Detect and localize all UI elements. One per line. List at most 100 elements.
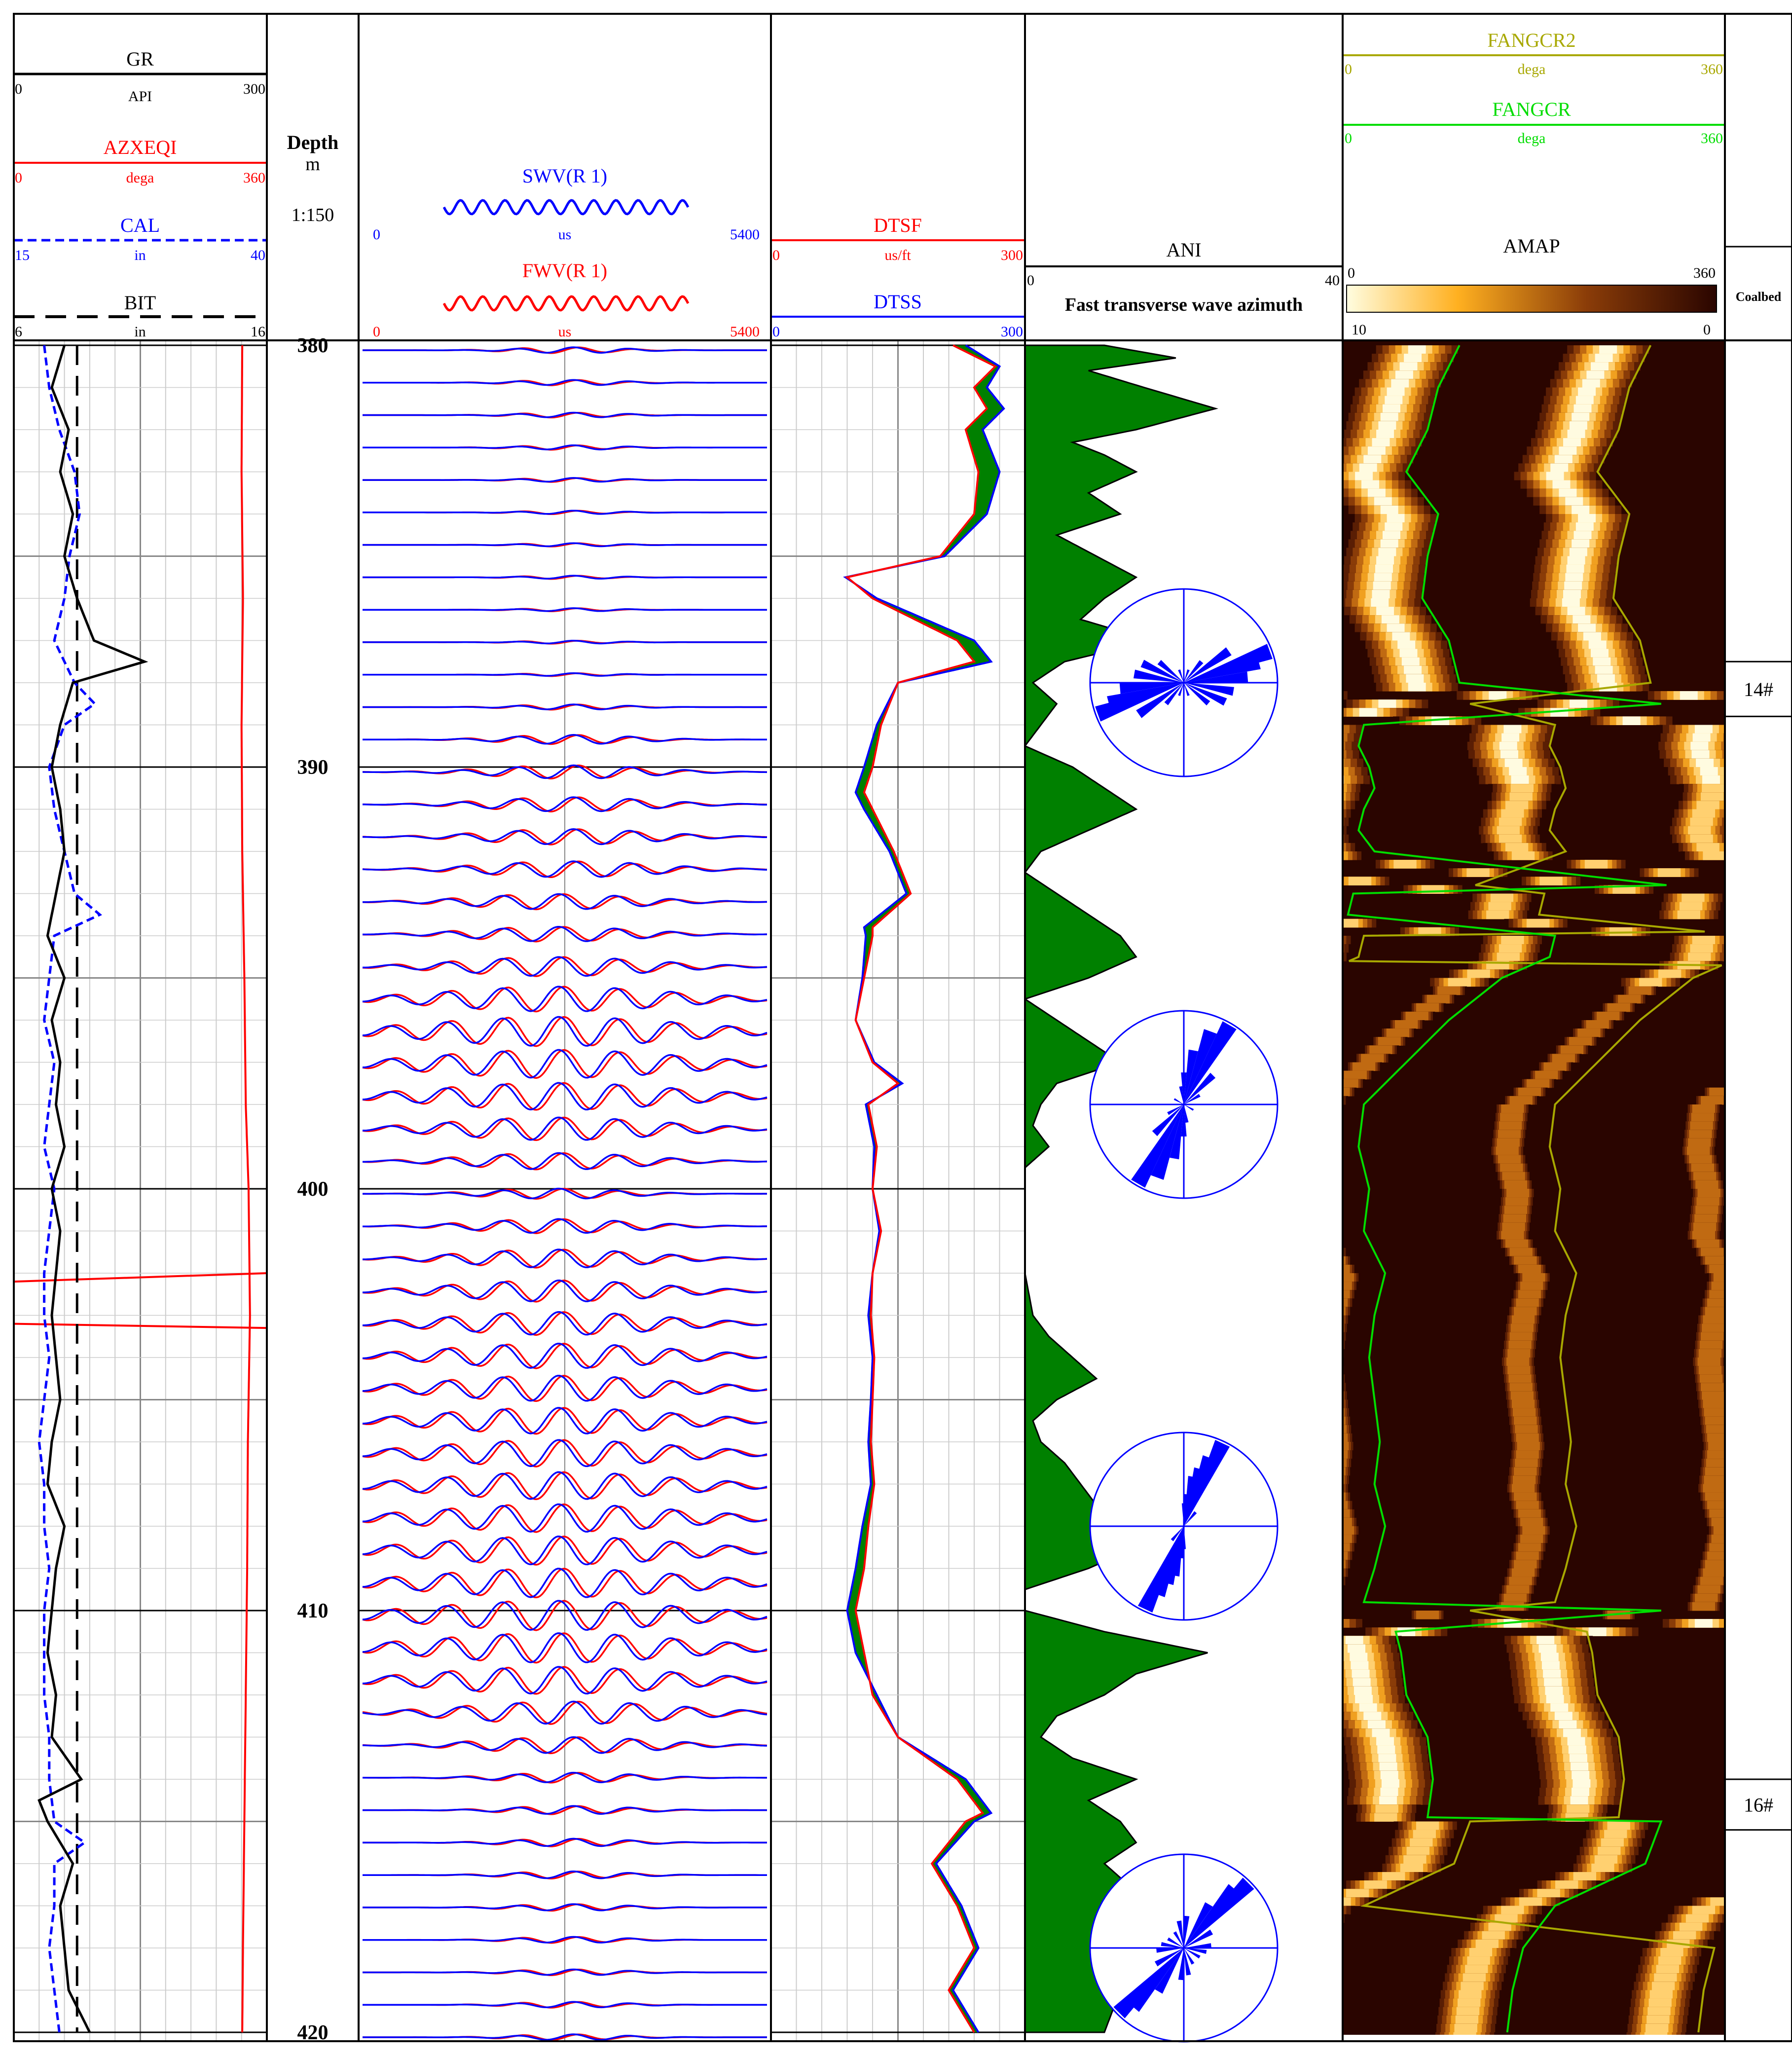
rose-petal (1167, 1937, 1184, 1948)
amap-band (1539, 877, 1563, 885)
amap-band (1189, 1771, 1207, 1780)
amap-band (1308, 1602, 1335, 1611)
amap-band (1138, 1282, 1161, 1290)
swv-trace (362, 1568, 768, 1598)
amap-band (1184, 1804, 1207, 1813)
amap-band (970, 1670, 987, 1679)
amap-band (1164, 472, 1182, 481)
amap-band (1135, 919, 1176, 928)
fangcr2-label: FANGCR2 (1487, 29, 1575, 51)
amap-band (975, 607, 1031, 616)
amap-band (1126, 1374, 1149, 1383)
azxeqi-min: 0 (15, 170, 22, 186)
amap-band (1280, 902, 1338, 911)
amap-band (1187, 548, 1205, 556)
amap-band (1350, 1652, 1368, 1662)
amap-band (1062, 868, 1130, 877)
rose-petal (1152, 1104, 1184, 1137)
amap-band (1302, 1130, 1334, 1138)
amap-band (944, 1636, 1000, 1645)
amap-band (962, 1712, 1018, 1721)
swv-trace (362, 1771, 767, 1783)
amap-band (1286, 961, 1327, 970)
amap-band (971, 1728, 1027, 1737)
amap-band (1559, 446, 1577, 455)
amap-band (1095, 911, 1136, 919)
amap-band (1343, 953, 1347, 961)
swv-trace (362, 1407, 768, 1434)
amap-band (1176, 1771, 1220, 1780)
amap-band (964, 1703, 1008, 1712)
amap-band (1121, 1349, 1153, 1358)
amap-band (1140, 455, 1222, 464)
amap-band (1106, 784, 1173, 793)
amap-band (982, 598, 1013, 607)
amap-band (1343, 1914, 1345, 1923)
amap-color-bar (1346, 285, 1717, 313)
amap-band (1130, 1256, 1157, 1265)
amap-band (1162, 522, 1243, 531)
amap-band (1122, 1358, 1150, 1366)
fwv-trace (362, 986, 768, 1013)
amap-band (1463, 1973, 1486, 1982)
amap-band (1648, 1998, 1672, 2008)
amap-band (1695, 1206, 1719, 1214)
amap-band (1707, 1501, 1725, 1510)
amap-band (1176, 1720, 1194, 1729)
amap-band (1214, 927, 1264, 936)
amap-band (1343, 1332, 1346, 1341)
amap-band (1263, 2024, 1286, 2033)
amap-band (1207, 1847, 1247, 1856)
amap-band (1135, 877, 1203, 885)
amap-band (1514, 1560, 1537, 1569)
amap-band (1385, 396, 1403, 405)
amap-band (1170, 506, 1226, 514)
amap-band (994, 556, 1012, 565)
amap-band (962, 1071, 985, 1080)
amap-band (1516, 1450, 1539, 1459)
amap-band (1202, 362, 1233, 371)
amap-band (1251, 2016, 1301, 2024)
amap-band (1317, 1349, 1339, 1358)
amap-band (1125, 1366, 1148, 1375)
amap-band (1511, 1399, 1535, 1409)
amap-band (1514, 1492, 1537, 1502)
fwv-trace (362, 1503, 768, 1533)
amap-band (1134, 1273, 1170, 1282)
amap-band (1351, 1661, 1369, 1670)
amap-band (1121, 1366, 1153, 1375)
amap-band (1575, 522, 1594, 531)
amap-band (1170, 1813, 1219, 1822)
amap-band (990, 1728, 1008, 1737)
amap-band (1343, 1340, 1345, 1350)
ani-subtitle: Fast transverse wave azimuth (1065, 294, 1303, 315)
amap-band (982, 1746, 1025, 1755)
amap-band (1591, 362, 1609, 371)
rose-petal (1178, 1526, 1184, 1559)
amap-band (1343, 1560, 1346, 1569)
amap-band (1043, 716, 1073, 725)
amap-band (1343, 1340, 1347, 1350)
fwv-trace (362, 1280, 768, 1303)
amap-band (983, 1045, 1015, 1054)
swv-trace (363, 956, 768, 977)
amap-band (1115, 1206, 1152, 1214)
amap-band (992, 539, 1023, 548)
amap-band (1343, 1501, 1348, 1510)
amap-band (1236, 995, 1258, 1004)
amap-band (1181, 1728, 1199, 1737)
amap-band (959, 1687, 1002, 1695)
amap-band (1703, 1315, 1725, 1324)
amap-band (1690, 944, 1713, 953)
amap-band (1565, 573, 1583, 582)
amap-band (1166, 1737, 1222, 1746)
amap-band (1223, 927, 1255, 936)
amap-band (1142, 1728, 1237, 1737)
amap-band (1177, 1779, 1221, 1788)
amap-band (1575, 396, 1594, 405)
amap-band (1135, 1273, 1168, 1282)
amap-band (973, 1695, 990, 1704)
amap-band (1516, 1433, 1539, 1442)
amap-band (1511, 1568, 1535, 1578)
amap-band (969, 598, 1025, 607)
